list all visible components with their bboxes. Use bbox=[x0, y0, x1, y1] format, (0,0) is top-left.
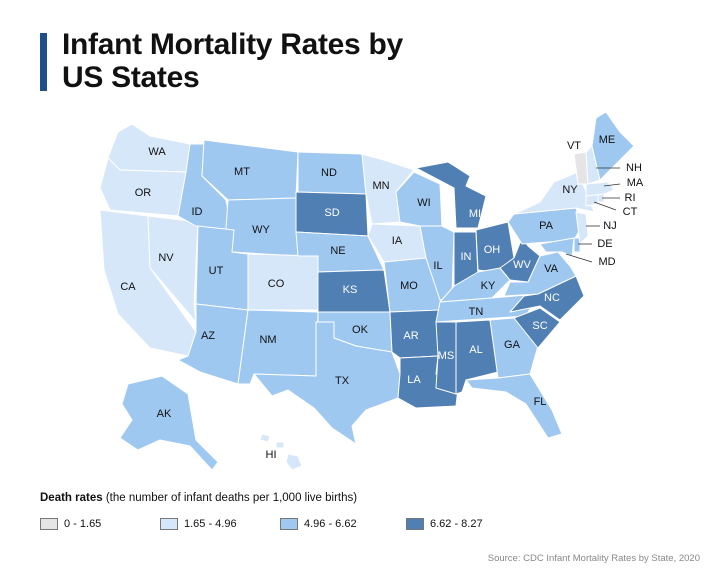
label-IL: IL bbox=[433, 260, 442, 272]
label-ND: ND bbox=[321, 167, 337, 179]
label-FL: FL bbox=[534, 396, 547, 408]
label-ID: ID bbox=[192, 206, 203, 218]
label-SD: SD bbox=[324, 207, 339, 219]
label-DE: DE bbox=[597, 238, 612, 250]
legend-item: 0 - 1.65 bbox=[40, 518, 138, 530]
leader-MD bbox=[565, 253, 593, 263]
label-LA: LA bbox=[407, 374, 421, 386]
leader-CT bbox=[593, 201, 617, 211]
state-NM[interactable] bbox=[237, 309, 319, 385]
state-HI[interactable] bbox=[285, 453, 303, 471]
legend-swatch bbox=[280, 518, 298, 530]
label-NM: NM bbox=[259, 334, 276, 346]
label-VT: VT bbox=[567, 140, 581, 152]
label-SC: SC bbox=[532, 320, 547, 332]
label-NJ: NJ bbox=[603, 220, 616, 232]
legend-heading: Death rates (the number of infant deaths… bbox=[40, 492, 357, 504]
leader-MA bbox=[603, 183, 621, 187]
page-title: Infant Mortality Rates by US States bbox=[62, 28, 403, 94]
state-TX[interactable] bbox=[253, 321, 401, 445]
state-SC[interactable] bbox=[513, 307, 561, 349]
label-MO: MO bbox=[400, 280, 418, 292]
title-accent-bar bbox=[40, 33, 47, 91]
legend-item: 4.96 - 6.62 bbox=[280, 518, 384, 530]
state-NJ[interactable] bbox=[575, 211, 589, 245]
label-OH: OH bbox=[484, 244, 501, 256]
state-HI-island[interactable] bbox=[275, 441, 285, 449]
label-NH: NH bbox=[626, 162, 642, 174]
legend-heading-rest: (the number of infant deaths per 1,000 l… bbox=[105, 492, 358, 504]
label-HI: HI bbox=[266, 449, 277, 461]
label-AK: AK bbox=[157, 408, 172, 420]
state-HI-island[interactable] bbox=[259, 433, 271, 443]
state-ME[interactable] bbox=[591, 111, 635, 181]
state-DE[interactable] bbox=[573, 237, 581, 253]
legend-label: 6.62 - 8.27 bbox=[430, 518, 483, 530]
label-RI: RI bbox=[625, 192, 636, 204]
label-WA: WA bbox=[148, 146, 166, 158]
label-IA: IA bbox=[392, 235, 403, 247]
label-WY: WY bbox=[252, 224, 270, 236]
legend-label: 4.96 - 6.62 bbox=[304, 518, 357, 530]
legend-swatch bbox=[40, 518, 58, 530]
label-UT: UT bbox=[209, 265, 224, 277]
legend-swatch bbox=[406, 518, 424, 530]
label-ME: ME bbox=[599, 134, 616, 146]
label-KY: KY bbox=[481, 280, 496, 292]
label-OR: OR bbox=[135, 187, 152, 199]
state-AK[interactable] bbox=[119, 375, 219, 471]
label-NY: NY bbox=[562, 184, 578, 196]
label-VA: VA bbox=[544, 263, 559, 275]
label-TN: TN bbox=[469, 306, 484, 318]
label-MA: MA bbox=[627, 177, 644, 189]
state-NC[interactable] bbox=[509, 275, 585, 321]
label-GA: GA bbox=[504, 339, 521, 351]
label-AR: AR bbox=[403, 330, 418, 342]
label-MI: MI bbox=[469, 208, 481, 220]
label-NC: NC bbox=[544, 292, 560, 304]
legend-label: 0 - 1.65 bbox=[64, 518, 102, 530]
state-FL[interactable] bbox=[465, 373, 563, 439]
legend: 0 - 1.65 1.65 - 4.96 4.96 - 6.62 6.62 - … bbox=[40, 518, 505, 530]
label-NV: NV bbox=[158, 252, 174, 264]
label-AL: AL bbox=[469, 344, 482, 356]
label-CO: CO bbox=[268, 278, 285, 290]
legend-label: 1.65 - 4.96 bbox=[184, 518, 237, 530]
label-KS: KS bbox=[343, 284, 358, 296]
label-TX: TX bbox=[335, 375, 350, 387]
legend-heading-bold: Death rates bbox=[40, 492, 103, 504]
label-WI: WI bbox=[417, 197, 430, 209]
label-WV: WV bbox=[513, 259, 531, 271]
state-MA[interactable] bbox=[585, 181, 615, 197]
label-PA: PA bbox=[539, 220, 554, 232]
label-CT: CT bbox=[623, 206, 638, 218]
label-MS: MS bbox=[438, 350, 455, 362]
label-NE: NE bbox=[330, 245, 345, 257]
label-MD: MD bbox=[598, 256, 615, 268]
label-IN: IN bbox=[461, 251, 472, 263]
state-WV[interactable] bbox=[499, 237, 541, 283]
source-note: Source: CDC Infant Mortality Rates by St… bbox=[487, 553, 700, 564]
state-MI[interactable] bbox=[415, 161, 487, 229]
label-MN: MN bbox=[372, 180, 389, 192]
legend-item: 1.65 - 4.96 bbox=[160, 518, 258, 530]
label-MT: MT bbox=[234, 166, 250, 178]
legend-item: 6.62 - 8.27 bbox=[406, 518, 483, 530]
label-AZ: AZ bbox=[201, 330, 215, 342]
legend-swatch bbox=[160, 518, 178, 530]
label-CA: CA bbox=[120, 281, 136, 293]
state-MS[interactable] bbox=[435, 321, 457, 395]
state-VA[interactable] bbox=[503, 251, 577, 297]
label-OK: OK bbox=[352, 324, 369, 336]
